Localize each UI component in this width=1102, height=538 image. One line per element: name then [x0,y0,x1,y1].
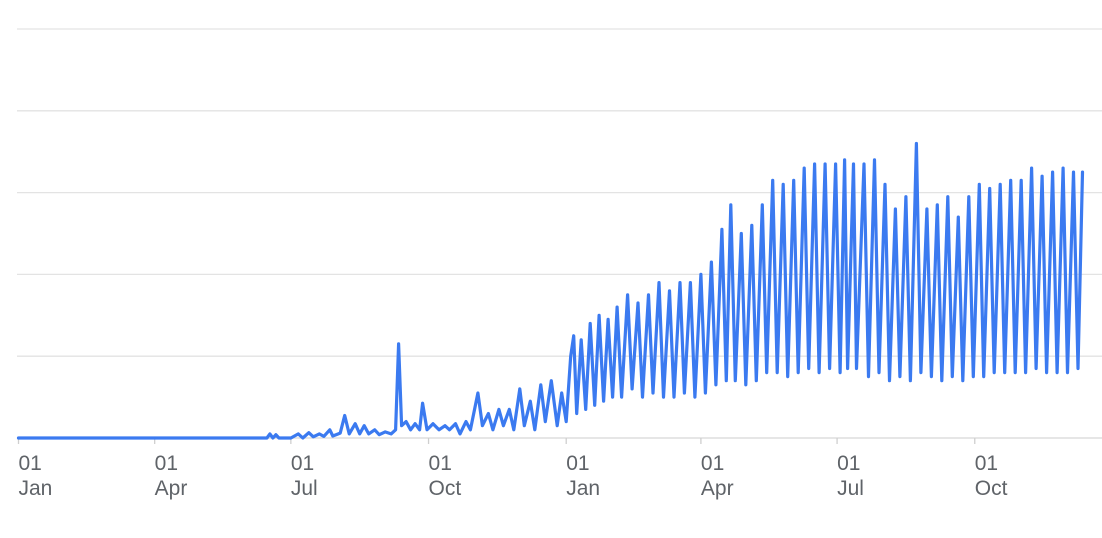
x-tick-day: 01 [701,452,724,475]
x-tick-day: 01 [429,452,452,475]
x-tick-month: Jul [291,477,318,500]
x-tick-day: 01 [18,452,41,475]
x-tick-label: 01 Jan [18,452,52,500]
x-tick-month: Oct [975,477,1008,500]
x-tick-label: 01 Oct [429,452,462,500]
x-tick-month: Oct [429,477,462,500]
x-tick-month: Jan [18,477,52,500]
x-tick-day: 01 [291,452,314,475]
x-tick-day: 01 [566,452,589,475]
x-tick-label: 01 Apr [155,452,188,500]
x-tick-label: 01 Jul [291,452,318,500]
x-tick-label: 01 Apr [701,452,734,500]
x-tick-label: 01 Oct [975,452,1008,500]
series-line [16,141,1085,440]
x-tick-month: Jan [566,477,600,500]
x-tick-label: 01 Jul [837,452,864,500]
series-layer [16,141,1085,440]
x-tick-day: 01 [975,452,998,475]
x-tick-month: Apr [155,477,188,500]
x-tick-label: 01 Jan [566,452,600,500]
x-tick-month: Apr [701,477,734,500]
x-tick-day: 01 [155,452,178,475]
x-tick-day: 01 [837,452,860,475]
x-tick-month: Jul [837,477,864,500]
